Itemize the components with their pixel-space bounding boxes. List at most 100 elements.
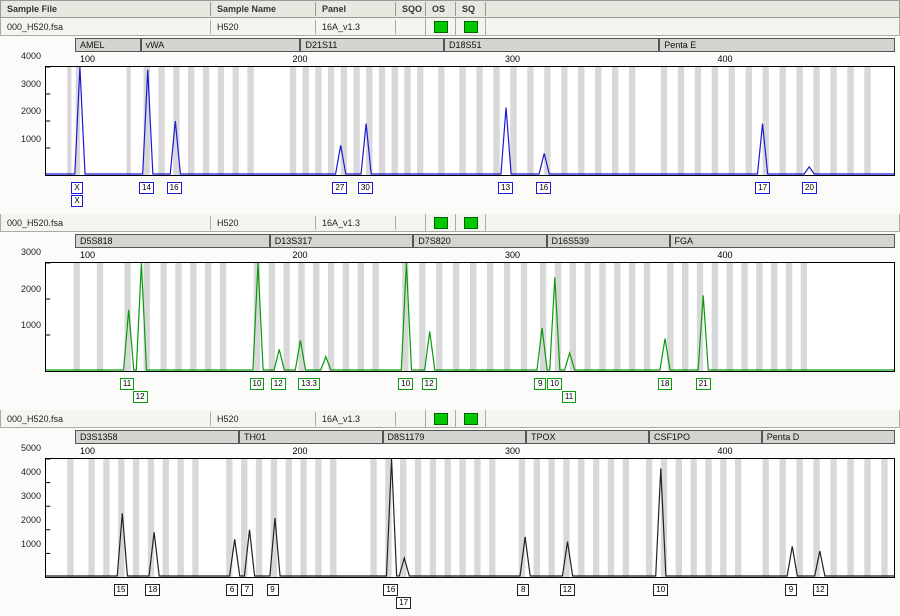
allele-call[interactable]: 21 bbox=[696, 378, 711, 390]
x-axis-tick: 300 bbox=[505, 54, 520, 64]
locus-label: TH01 bbox=[239, 430, 383, 444]
allele-call[interactable]: 12 bbox=[560, 584, 575, 596]
allele-call[interactable]: 12 bbox=[133, 391, 148, 403]
sample-name: H520 bbox=[211, 20, 316, 34]
sample-meta-row: 000_H520.fsaH52016A_v1.3 bbox=[0, 18, 900, 36]
y-axis-tick: 3000 bbox=[21, 491, 41, 501]
allele-call[interactable]: 9 bbox=[534, 378, 546, 390]
led-green-icon bbox=[464, 217, 478, 229]
allele-call[interactable]: 20 bbox=[802, 182, 817, 194]
allele-call[interactable]: 10 bbox=[653, 584, 668, 596]
locus-label: Penta E bbox=[659, 38, 895, 52]
allele-call[interactable]: 11 bbox=[120, 378, 134, 390]
x-axis-tick: 100 bbox=[80, 54, 95, 64]
y-axis: 100020003000 bbox=[5, 262, 43, 372]
allele-call[interactable]: 27 bbox=[332, 182, 347, 194]
col-sample-name: Sample Name bbox=[211, 2, 316, 16]
x-axis-tick: 400 bbox=[717, 446, 732, 456]
x-axis: 100200300400 bbox=[45, 250, 895, 262]
x-axis: 100 200 300 400 bbox=[45, 54, 895, 66]
x-axis-tick: 300 bbox=[505, 250, 520, 260]
locus-label: AMEL bbox=[75, 38, 141, 52]
allele-call[interactable]: 11 bbox=[562, 391, 576, 403]
y-axis: 10002000300040005000 bbox=[5, 458, 43, 578]
sqo-indicator bbox=[396, 18, 426, 35]
allele-call[interactable]: 9 bbox=[785, 584, 797, 596]
allele-labels: 15 18 67 9 1617 8 12 10 9 12 bbox=[45, 584, 895, 610]
allele-call[interactable]: X bbox=[71, 195, 83, 207]
led-green-icon bbox=[434, 21, 448, 33]
locus-bar: AMELvWAD21S11D18S51Penta E bbox=[75, 38, 895, 52]
led-green-icon bbox=[434, 217, 448, 229]
y-axis-tick: 1000 bbox=[21, 134, 41, 144]
allele-call[interactable]: 10 bbox=[250, 378, 265, 390]
y-axis-tick: 3000 bbox=[21, 247, 41, 257]
allele-call[interactable]: 15 bbox=[114, 584, 129, 596]
allele-call[interactable]: 13.3 bbox=[298, 378, 320, 390]
os-indicator bbox=[426, 410, 456, 427]
allele-call[interactable]: 16 bbox=[383, 584, 398, 596]
allele-call[interactable]: 12 bbox=[271, 378, 286, 390]
plot-area[interactable] bbox=[45, 458, 895, 578]
allele-call[interactable]: 14 bbox=[139, 182, 154, 194]
locus-label: D13S317 bbox=[270, 234, 414, 248]
plot-area[interactable] bbox=[45, 66, 895, 176]
allele-call[interactable]: 18 bbox=[658, 378, 673, 390]
y-axis-tick: 1000 bbox=[21, 320, 41, 330]
locus-label: D7S820 bbox=[413, 234, 546, 248]
x-axis-tick: 300 bbox=[505, 446, 520, 456]
x-axis-tick: 400 bbox=[717, 54, 732, 64]
electropherogram-chart: 10002000300040005000100200300400 bbox=[5, 446, 895, 578]
allele-call[interactable]: 9 bbox=[267, 584, 279, 596]
allele-call[interactable]: 13 bbox=[498, 182, 513, 194]
locus-label: D3S1358 bbox=[75, 430, 239, 444]
sample-meta-row: 000_H520.fsaH52016A_v1.3 bbox=[0, 214, 900, 232]
allele-call[interactable]: 16 bbox=[167, 182, 182, 194]
y-axis-tick: 5000 bbox=[21, 443, 41, 453]
y-axis-tick: 4000 bbox=[21, 467, 41, 477]
x-axis-tick: 100 bbox=[80, 446, 95, 456]
x-axis-tick: 200 bbox=[292, 54, 307, 64]
allele-call[interactable]: 10 bbox=[398, 378, 413, 390]
locus-bar: D5S818D13S317D7S820D16S539FGA bbox=[75, 234, 895, 248]
sample-file: 000_H520.fsa bbox=[1, 412, 211, 426]
y-axis-tick: 2000 bbox=[21, 284, 41, 294]
sqo-indicator bbox=[396, 214, 426, 231]
allele-call[interactable]: 30 bbox=[358, 182, 373, 194]
locus-label: D18S51 bbox=[444, 38, 659, 52]
panel-name: 16A_v1.3 bbox=[316, 216, 396, 230]
allele-call[interactable]: 12 bbox=[813, 584, 828, 596]
locus-label: D5S818 bbox=[75, 234, 270, 248]
allele-call[interactable]: 17 bbox=[755, 182, 770, 194]
sample-name: H520 bbox=[211, 412, 316, 426]
locus-label: CSF1PO bbox=[649, 430, 762, 444]
allele-call[interactable]: 10 bbox=[547, 378, 562, 390]
allele-call[interactable]: 12 bbox=[422, 378, 437, 390]
y-axis: 1000200030004000 bbox=[5, 66, 43, 176]
col-sq: SQ bbox=[456, 2, 486, 16]
sq-indicator bbox=[456, 18, 486, 35]
led-green-icon bbox=[464, 21, 478, 33]
y-axis-tick: 2000 bbox=[21, 106, 41, 116]
x-axis-tick: 200 bbox=[292, 250, 307, 260]
allele-call[interactable]: 16 bbox=[536, 182, 551, 194]
y-axis-tick: 2000 bbox=[21, 515, 41, 525]
x-axis: 100200300400 bbox=[45, 446, 895, 458]
allele-call[interactable]: 8 bbox=[517, 584, 529, 596]
plot-area[interactable] bbox=[45, 262, 895, 372]
col-sample-file: Sample File bbox=[1, 2, 211, 16]
allele-call[interactable]: 6 bbox=[226, 584, 238, 596]
allele-call[interactable]: 7 bbox=[241, 584, 253, 596]
column-header-row: Sample File Sample Name Panel SQO OS SQ bbox=[0, 0, 900, 18]
allele-call[interactable]: X bbox=[71, 182, 83, 194]
locus-label: FGA bbox=[670, 234, 896, 248]
allele-call[interactable]: 18 bbox=[145, 584, 160, 596]
os-indicator bbox=[426, 18, 456, 35]
y-axis-tick: 1000 bbox=[21, 539, 41, 549]
electropherogram-chart: 1000200030004000100200300400 bbox=[5, 54, 895, 176]
allele-call[interactable]: 17 bbox=[396, 597, 411, 609]
locus-label: D21S11 bbox=[300, 38, 444, 52]
electropherogram-chart: 100020003000100200300400 bbox=[5, 250, 895, 372]
y-axis-tick: 3000 bbox=[21, 79, 41, 89]
sq-indicator bbox=[456, 214, 486, 231]
